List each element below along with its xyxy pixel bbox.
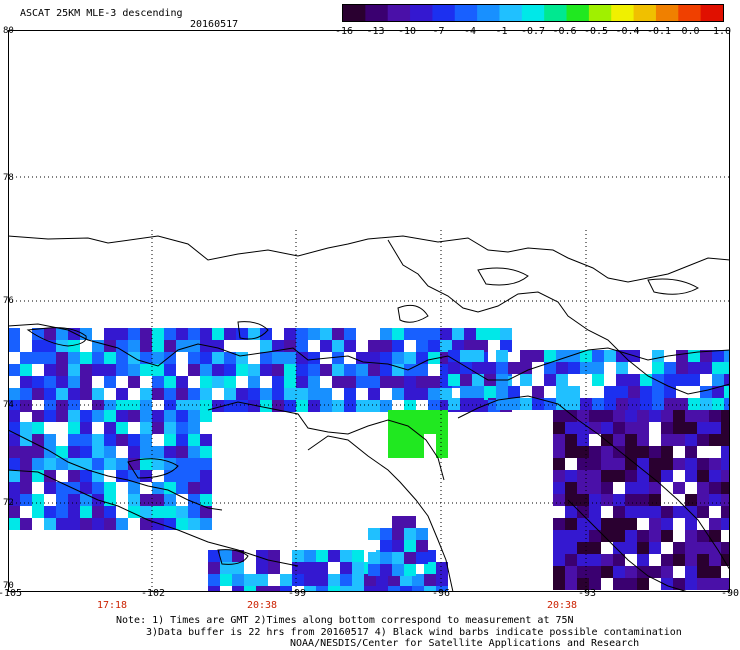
color-scale-bar	[342, 4, 724, 22]
lat-label-72: 72	[3, 498, 14, 508]
color-scale-tick: -13	[366, 26, 385, 37]
wind-map	[8, 30, 730, 592]
color-scale-swatch	[655, 5, 679, 21]
color-scale-swatch	[588, 5, 612, 21]
lon-label-96: -96	[431, 588, 451, 599]
note-line-2: 3)Data buffer is 22 hrs from 20160517 4)…	[146, 627, 682, 638]
color-scale-swatch	[365, 5, 389, 21]
color-scale-swatch	[343, 5, 366, 21]
color-scale-swatch	[410, 5, 433, 21]
color-scale-swatch	[700, 5, 724, 21]
lat-label-76: 76	[3, 296, 14, 306]
lat-label-70: 70	[3, 581, 14, 591]
map-frame	[8, 30, 730, 592]
color-scale-tick: -0.5	[583, 26, 609, 37]
lat-label-78: 78	[3, 173, 14, 183]
note-line-1: Note: 1) Times are GMT 2)Times along bot…	[116, 615, 574, 626]
color-scale-tick: -0.6	[552, 26, 577, 37]
color-scale-tick: 1.0	[712, 26, 732, 37]
time-label-1: 17:18	[96, 600, 128, 611]
color-scale-tick: -10	[397, 26, 417, 37]
lat-label-74: 74	[3, 400, 14, 410]
color-scale-tick: -1	[495, 26, 508, 37]
lon-label-90: -90	[720, 588, 740, 599]
color-scale-swatch	[521, 5, 545, 21]
color-scale-swatch	[544, 5, 568, 21]
color-scale-tick: -7	[432, 26, 445, 37]
color-scale-swatch	[432, 5, 456, 21]
color-scale-tick: -0.4	[615, 26, 640, 37]
product-title: ASCAT 25KM MLE-3 descending	[20, 8, 183, 19]
color-scale-tick: 0.0	[681, 26, 700, 37]
lon-label-93: -93	[577, 588, 597, 599]
color-scale-swatch	[477, 5, 500, 21]
color-scale-tick: -16	[334, 26, 354, 37]
lon-label-102: -102	[140, 588, 166, 599]
color-scale-swatch	[633, 5, 657, 21]
color-scale-tick: -0.7	[520, 26, 546, 37]
coastline	[8, 235, 730, 592]
note-line-3: NOAA/NESDIS/Center for Satellite Applica…	[290, 638, 640, 649]
lat-lon-grid	[8, 176, 730, 592]
product-date: 20160517	[190, 19, 239, 30]
color-scale-swatch	[611, 5, 635, 21]
color-scale-swatch	[499, 5, 523, 21]
lon-label-99: -99	[287, 588, 307, 599]
lat-label-80: 80	[3, 26, 14, 36]
time-label-3: 20:38	[546, 600, 578, 611]
color-scale-tick: -4	[463, 26, 477, 37]
color-scale-tick: -0.1	[646, 26, 672, 37]
color-scale-swatch	[678, 5, 702, 21]
lon-label-105: -105	[0, 588, 23, 599]
color-scale-swatch	[454, 5, 478, 21]
time-label-2: 20:38	[246, 600, 278, 611]
color-scale-swatch	[566, 5, 590, 21]
scatterometer-swath	[8, 328, 730, 592]
color-scale-swatch	[387, 5, 411, 21]
